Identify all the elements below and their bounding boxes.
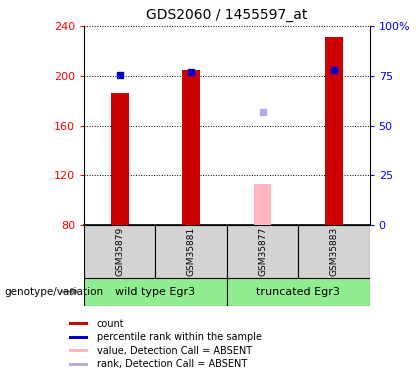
Title: GDS2060 / 1455597_at: GDS2060 / 1455597_at [146,9,307,22]
Bar [69,322,87,325]
Text: GSM35879: GSM35879 [115,226,124,276]
Bar [325,38,343,225]
Text: rank, Detection Call = ABSENT: rank, Detection Call = ABSENT [97,360,247,369]
Bar [182,70,200,225]
Bar [227,278,370,306]
Text: GSM35883: GSM35883 [329,226,339,276]
Bar [298,225,370,278]
Text: value, Detection Call = ABSENT: value, Detection Call = ABSENT [97,346,252,356]
Bar [111,93,129,225]
Bar [155,225,227,278]
Bar [69,349,87,352]
Bar [254,184,271,225]
Text: GSM35877: GSM35877 [258,226,267,276]
Bar [69,363,87,366]
Text: truncated Egr3: truncated Egr3 [256,286,340,297]
Text: GSM35881: GSM35881 [186,226,196,276]
Text: wild type Egr3: wild type Egr3 [116,286,195,297]
Bar [84,278,227,306]
Text: percentile rank within the sample: percentile rank within the sample [97,332,262,342]
Bar [84,225,155,278]
Bar [227,225,298,278]
Bar [69,336,87,339]
Text: count: count [97,319,124,328]
Text: genotype/variation: genotype/variation [4,286,103,297]
